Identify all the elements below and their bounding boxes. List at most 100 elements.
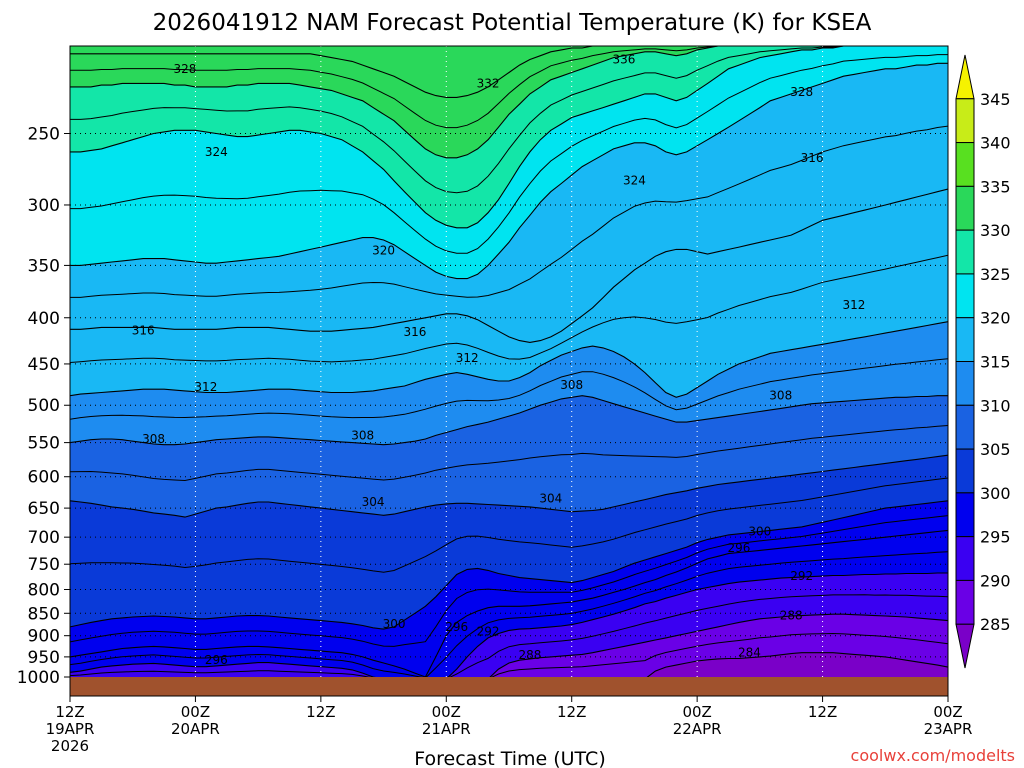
contour-label: 328 [174, 62, 197, 76]
isentrope-285 [491, 632, 948, 677]
x-tick-label: 12Z [306, 703, 335, 721]
colorbar-segment-305 [955, 404, 975, 450]
y-tick-label: 300 [28, 196, 60, 216]
colorbar-label: 300 [980, 484, 1011, 503]
y-tick-label: 450 [28, 355, 60, 375]
contour-label: 284 [738, 646, 761, 660]
contour-label: 296 [445, 620, 468, 634]
x-tick-label: 21APR [422, 720, 471, 738]
colorbar-label: 325 [980, 265, 1011, 284]
colorbar-label: 285 [980, 615, 1011, 634]
x-tick-label: 12Z [557, 703, 586, 721]
colorbar-label: 315 [980, 353, 1011, 372]
y-tick-label: 350 [28, 256, 60, 276]
colorbar-segment-315 [955, 317, 975, 363]
contour-label: 308 [351, 428, 374, 442]
isentrope-308 [70, 395, 948, 446]
contour-label: 312 [194, 380, 217, 394]
colorbar-label: 295 [980, 528, 1011, 547]
contour-label: 296 [727, 541, 750, 555]
colorbar-label: 335 [980, 177, 1011, 196]
isentrope-316 [70, 188, 948, 343]
isentrope-289 [70, 594, 948, 677]
isentrope-288 [489, 613, 948, 677]
contour-label: 292 [477, 624, 500, 638]
contour-labels: 328 324 320 316 316 312 312 312 308 308 308 308 304 3… [132, 52, 866, 667]
colorbar-segment-300 [955, 448, 975, 494]
contour-label: 332 [477, 76, 500, 90]
colorbar-segment-280 [955, 623, 975, 669]
colorbar-segment-320 [955, 273, 975, 319]
y-tick-label: 400 [28, 309, 60, 329]
contour-label: 300 [383, 617, 406, 631]
isentrope-304 [70, 454, 948, 518]
x-tick-label: 00Z [432, 703, 461, 721]
contour-label: 296 [205, 653, 228, 667]
colorbar-label: 320 [980, 309, 1011, 328]
y-tick-label: 500 [28, 396, 60, 416]
x-tick-label: 20APR [171, 720, 220, 738]
isentrope-292 [70, 572, 948, 677]
x-tick-label: 23APR [924, 720, 973, 738]
y-tick-label: 950 [28, 648, 60, 668]
x-tick-label: 00Z [682, 703, 711, 721]
credit-text: coolwx.com/modelts [851, 746, 1015, 765]
y-axis: 250 300 350 400 450 500 550 600 650 700 750 800 850 9… [17, 124, 70, 688]
colorbar-label: 340 [980, 134, 1011, 153]
chart-title: 2026041912 NAM Forecast Potential Temper… [153, 10, 872, 36]
isentrope-300 [70, 500, 948, 630]
isentrope-317 [70, 125, 948, 298]
y-tick-label: 600 [28, 468, 60, 488]
grid-lines [70, 46, 948, 677]
x-axis-label: Forecast Time (UTC) [414, 748, 605, 768]
colorbar-segment-335 [955, 142, 975, 187]
isentrope-296 [70, 529, 948, 677]
colorbar-segment-325 [955, 229, 975, 275]
y-tick-label: 800 [28, 581, 60, 601]
isentrope-332 [70, 46, 948, 98]
colorbar-label: 290 [980, 571, 1011, 590]
x-tick-label: 00Z [933, 703, 962, 721]
colorbar-label: 345 [980, 90, 1011, 109]
x-tick-label: 19APR [46, 720, 95, 738]
colorbar-segment-285 [955, 579, 975, 625]
contour-label: 288 [780, 609, 803, 623]
x-tick-label: 12Z [55, 703, 84, 721]
isentrope-293 [70, 551, 948, 677]
contour-label: 316 [801, 151, 824, 165]
contour-label: 312 [842, 298, 865, 312]
y-tick-label: 750 [28, 555, 60, 575]
contour-label: 328 [790, 85, 813, 99]
isentrope-313 [70, 254, 948, 363]
contour-label: 316 [403, 325, 426, 339]
contour-label: 316 [132, 323, 155, 337]
contour-label: 320 [372, 244, 395, 258]
colorbar-segment-340 [955, 98, 975, 144]
y-tick-label: 700 [28, 528, 60, 548]
y-tick-label: 650 [28, 499, 60, 519]
plot-frame [69, 45, 949, 697]
y-tick-label: 550 [28, 434, 60, 454]
colorbar-label: 330 [980, 221, 1011, 240]
contour-label: 324 [205, 145, 228, 159]
contour-label: 292 [790, 569, 813, 583]
x-tick-label: 00Z [181, 703, 210, 721]
colorbar: 285 290 295 300 305 310 315 320 325 330 335 340 345 [955, 54, 1011, 669]
isentrope-321 [70, 54, 948, 254]
isentrope-305 [70, 425, 948, 482]
colorbar-segment-310 [955, 361, 975, 406]
isentrope-325 [70, 46, 948, 194]
y-tick-label: 250 [28, 124, 60, 144]
ground-bar [70, 677, 948, 696]
colorbar-segment-295 [955, 492, 975, 538]
contour-label: 308 [142, 432, 165, 446]
isentrope-297 [70, 515, 948, 647]
x-tick-label: 12Z [808, 703, 837, 721]
contour-label: 336 [613, 52, 636, 66]
y-tick-label: 900 [28, 627, 60, 647]
isentrope-301 [70, 477, 948, 573]
contour-label: 300 [748, 525, 771, 539]
colorbar-label: 305 [980, 440, 1011, 459]
